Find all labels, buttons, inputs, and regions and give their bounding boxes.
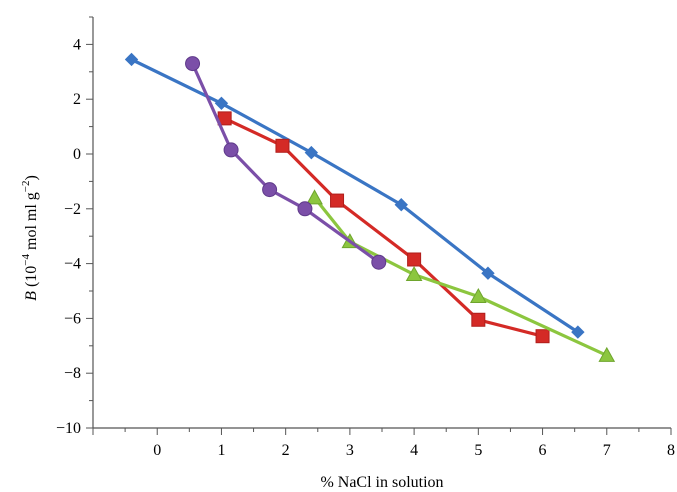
data-point <box>306 189 323 205</box>
x-tick-label: 1 <box>217 442 225 459</box>
x-tick-label: 2 <box>282 442 290 459</box>
data-point <box>304 145 319 160</box>
data-point <box>330 193 345 208</box>
y-tick-label: −8 <box>64 365 81 382</box>
x-tick-label: 0 <box>153 442 161 459</box>
y-tick-label: 2 <box>73 91 81 108</box>
y-tick-label: −2 <box>64 201 81 218</box>
data-point <box>469 287 487 303</box>
axes: 4 2 0 −2 −4 −6 −8 −10 0 1 2 3 4 5 6 7 8 <box>56 16 675 459</box>
y-tick-label: −6 <box>64 310 81 327</box>
data-point <box>571 325 585 339</box>
series-layer <box>124 52 616 362</box>
x-tick-label: 6 <box>539 442 547 459</box>
data-point <box>481 266 495 280</box>
data-point <box>535 329 550 344</box>
data-point <box>297 201 313 217</box>
data-point <box>405 266 423 282</box>
y-tick-label: 0 <box>73 146 81 163</box>
data-point <box>407 252 422 267</box>
series-1 <box>124 52 585 339</box>
data-point <box>371 254 387 270</box>
data-point <box>124 52 139 67</box>
x-tick-label: 3 <box>346 442 354 459</box>
series-4 <box>185 56 387 270</box>
y-axis-title: B (10−4 mol ml g−2) <box>20 175 40 301</box>
x-tick-label: 4 <box>410 442 418 459</box>
y-tick-label: −4 <box>64 256 81 273</box>
series-line <box>313 196 608 357</box>
series-line <box>224 116 543 338</box>
series-line <box>191 62 380 264</box>
series-2 <box>217 111 550 344</box>
y-tick-label: −10 <box>56 420 81 437</box>
x-tick-label: 7 <box>603 442 611 459</box>
data-point <box>275 138 290 153</box>
y-tick-label: 4 <box>73 36 81 53</box>
data-point <box>223 142 239 158</box>
x-tick-label: 5 <box>474 442 482 459</box>
series-3 <box>306 189 616 362</box>
data-point <box>185 56 201 72</box>
x-axis-title: % NaCl in solution <box>320 474 443 491</box>
series-line <box>130 58 579 334</box>
data-point <box>214 96 229 111</box>
data-point <box>394 197 408 212</box>
data-point <box>471 312 486 327</box>
x-tick-label: 8 <box>667 442 675 459</box>
data-point <box>262 182 278 198</box>
data-point <box>598 346 616 362</box>
